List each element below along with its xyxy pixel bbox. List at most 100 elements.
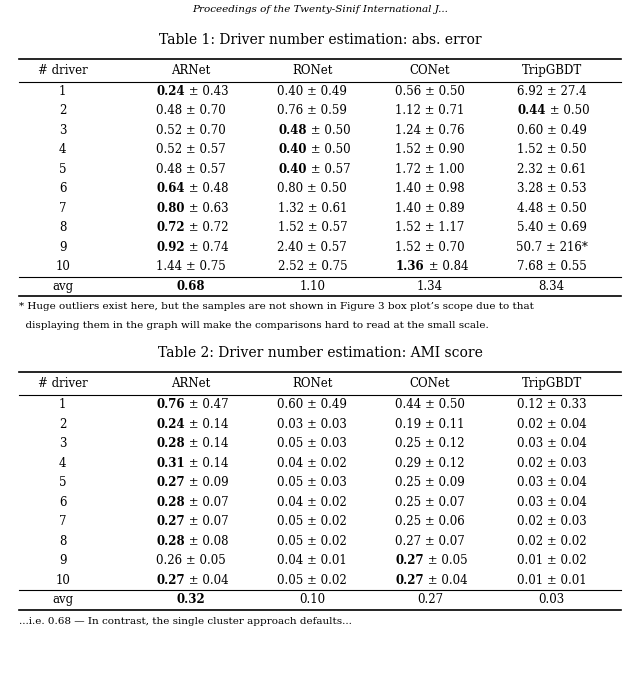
Text: 0.04 ± 0.02: 0.04 ± 0.02 bbox=[278, 496, 347, 509]
Text: 0.27: 0.27 bbox=[396, 554, 424, 567]
Text: 10: 10 bbox=[55, 574, 70, 587]
Text: 2.32 ± 0.61: 2.32 ± 0.61 bbox=[517, 163, 586, 176]
Text: 8.34: 8.34 bbox=[539, 280, 564, 293]
Text: ± 0.09: ± 0.09 bbox=[185, 476, 228, 489]
Text: 0.01 ± 0.02: 0.01 ± 0.02 bbox=[517, 554, 586, 567]
Text: ...i.e. 0.68 — In contrast, the single cluster approach defaults...: ...i.e. 0.68 — In contrast, the single c… bbox=[19, 616, 352, 625]
Text: 0.64: 0.64 bbox=[157, 182, 185, 195]
Text: ± 0.50: ± 0.50 bbox=[546, 104, 589, 117]
Text: CONet: CONet bbox=[410, 377, 451, 390]
Text: Proceedings of the Twenty-Sinif International J...: Proceedings of the Twenty-Sinif Internat… bbox=[192, 5, 448, 14]
Text: 1.34: 1.34 bbox=[417, 280, 443, 293]
Text: 0.05 ± 0.02: 0.05 ± 0.02 bbox=[278, 574, 347, 587]
Text: ± 0.08: ± 0.08 bbox=[185, 535, 228, 548]
Text: 0.44 ± 0.50: 0.44 ± 0.50 bbox=[395, 398, 465, 411]
Text: Table 1: Driver number estimation: abs. error: Table 1: Driver number estimation: abs. … bbox=[159, 33, 481, 47]
Text: RONet: RONet bbox=[292, 64, 333, 77]
Text: ± 0.14: ± 0.14 bbox=[185, 457, 228, 470]
Text: 9: 9 bbox=[59, 241, 67, 254]
Text: 1.24 ± 0.76: 1.24 ± 0.76 bbox=[396, 124, 465, 137]
Text: 0.27: 0.27 bbox=[156, 574, 185, 587]
Text: 0.52 ± 0.70: 0.52 ± 0.70 bbox=[156, 124, 225, 137]
Text: 0.04 ± 0.01: 0.04 ± 0.01 bbox=[278, 554, 347, 567]
Text: 0.52 ± 0.57: 0.52 ± 0.57 bbox=[156, 143, 225, 156]
Text: ± 0.04: ± 0.04 bbox=[185, 574, 228, 587]
Text: 1.52 ± 0.70: 1.52 ± 0.70 bbox=[396, 241, 465, 254]
Text: 8: 8 bbox=[59, 535, 67, 548]
Text: 0.03 ± 0.04: 0.03 ± 0.04 bbox=[516, 476, 587, 489]
Text: 2.40 ± 0.57: 2.40 ± 0.57 bbox=[278, 241, 347, 254]
Text: 0.26 ± 0.05: 0.26 ± 0.05 bbox=[156, 554, 225, 567]
Text: ± 0.14: ± 0.14 bbox=[185, 418, 228, 431]
Text: 0.05 ± 0.03: 0.05 ± 0.03 bbox=[277, 476, 348, 489]
Text: ± 0.57: ± 0.57 bbox=[307, 163, 350, 176]
Text: 4.48 ± 0.50: 4.48 ± 0.50 bbox=[517, 202, 586, 215]
Text: 0.02 ± 0.02: 0.02 ± 0.02 bbox=[517, 535, 586, 548]
Text: 0.25 ± 0.06: 0.25 ± 0.06 bbox=[396, 515, 465, 528]
Text: 2: 2 bbox=[59, 418, 67, 431]
Text: 0.44: 0.44 bbox=[518, 104, 546, 117]
Text: 1: 1 bbox=[59, 398, 67, 411]
Text: ± 0.84: ± 0.84 bbox=[424, 260, 468, 273]
Text: ARNet: ARNet bbox=[171, 377, 211, 390]
Text: 0.68: 0.68 bbox=[177, 280, 205, 293]
Text: 0.48 ± 0.57: 0.48 ± 0.57 bbox=[156, 163, 225, 176]
Text: 7.68 ± 0.55: 7.68 ± 0.55 bbox=[517, 260, 586, 273]
Text: # driver: # driver bbox=[38, 64, 88, 77]
Text: TripGBDT: TripGBDT bbox=[522, 64, 582, 77]
Text: displaying them in the graph will make the comparisons hard to read at the small: displaying them in the graph will make t… bbox=[19, 321, 489, 330]
Text: 0.28: 0.28 bbox=[157, 535, 185, 548]
Text: 0.02 ± 0.03: 0.02 ± 0.03 bbox=[517, 515, 586, 528]
Text: 0.48 ± 0.70: 0.48 ± 0.70 bbox=[156, 104, 225, 117]
Text: 0.25 ± 0.07: 0.25 ± 0.07 bbox=[396, 496, 465, 509]
Text: 1.40 ± 0.98: 1.40 ± 0.98 bbox=[396, 182, 465, 195]
Text: 1: 1 bbox=[59, 85, 67, 98]
Text: 1.52 ± 1.17: 1.52 ± 1.17 bbox=[396, 221, 465, 234]
Text: CONet: CONet bbox=[410, 64, 451, 77]
Text: 7: 7 bbox=[59, 515, 67, 528]
Text: ± 0.63: ± 0.63 bbox=[185, 202, 228, 215]
Text: 9: 9 bbox=[59, 554, 67, 567]
Text: 0.29 ± 0.12: 0.29 ± 0.12 bbox=[396, 457, 465, 470]
Text: 0.27: 0.27 bbox=[156, 476, 185, 489]
Text: ± 0.07: ± 0.07 bbox=[185, 515, 228, 528]
Text: 0.01 ± 0.01: 0.01 ± 0.01 bbox=[517, 574, 586, 587]
Text: 0.24: 0.24 bbox=[156, 85, 185, 98]
Text: 1.10: 1.10 bbox=[300, 280, 325, 293]
Text: 0.92: 0.92 bbox=[156, 241, 185, 254]
Text: 0.03: 0.03 bbox=[538, 593, 565, 606]
Text: avg: avg bbox=[52, 280, 74, 293]
Text: 10: 10 bbox=[55, 260, 70, 273]
Text: 5.40 ± 0.69: 5.40 ± 0.69 bbox=[516, 221, 587, 234]
Text: ± 0.47: ± 0.47 bbox=[185, 398, 228, 411]
Text: 6: 6 bbox=[59, 496, 67, 509]
Text: 0.40: 0.40 bbox=[278, 163, 307, 176]
Text: 5: 5 bbox=[59, 163, 67, 176]
Text: ± 0.50: ± 0.50 bbox=[307, 124, 350, 137]
Text: 7: 7 bbox=[59, 202, 67, 215]
Text: 0.24: 0.24 bbox=[157, 418, 185, 431]
Text: * Huge outliers exist here, but the samples are not shown in Figure 3 box plot’s: * Huge outliers exist here, but the samp… bbox=[19, 301, 534, 311]
Text: ± 0.05: ± 0.05 bbox=[424, 554, 468, 567]
Text: 0.04 ± 0.02: 0.04 ± 0.02 bbox=[278, 457, 347, 470]
Text: TripGBDT: TripGBDT bbox=[522, 377, 582, 390]
Text: 0.72: 0.72 bbox=[157, 221, 185, 234]
Text: 0.56 ± 0.50: 0.56 ± 0.50 bbox=[395, 85, 465, 98]
Text: 0.76: 0.76 bbox=[157, 398, 185, 411]
Text: ± 0.48: ± 0.48 bbox=[185, 182, 228, 195]
Text: 0.27 ± 0.07: 0.27 ± 0.07 bbox=[396, 535, 465, 548]
Text: 6.92 ± 27.4: 6.92 ± 27.4 bbox=[517, 85, 586, 98]
Text: 0.03 ± 0.03: 0.03 ± 0.03 bbox=[277, 418, 348, 431]
Text: 5: 5 bbox=[59, 476, 67, 489]
Text: 6: 6 bbox=[59, 182, 67, 195]
Text: 0.28: 0.28 bbox=[156, 496, 185, 509]
Text: 0.03 ± 0.04: 0.03 ± 0.04 bbox=[516, 437, 587, 450]
Text: 0.40 ± 0.49: 0.40 ± 0.49 bbox=[277, 85, 348, 98]
Text: 0.02 ± 0.03: 0.02 ± 0.03 bbox=[517, 457, 586, 470]
Text: 0.60 ± 0.49: 0.60 ± 0.49 bbox=[516, 124, 587, 137]
Text: 0.76 ± 0.59: 0.76 ± 0.59 bbox=[277, 104, 348, 117]
Text: 0.80: 0.80 bbox=[157, 202, 185, 215]
Text: 0.40: 0.40 bbox=[278, 143, 307, 156]
Text: 0.10: 0.10 bbox=[300, 593, 325, 606]
Text: 1.52 ± 0.50: 1.52 ± 0.50 bbox=[517, 143, 586, 156]
